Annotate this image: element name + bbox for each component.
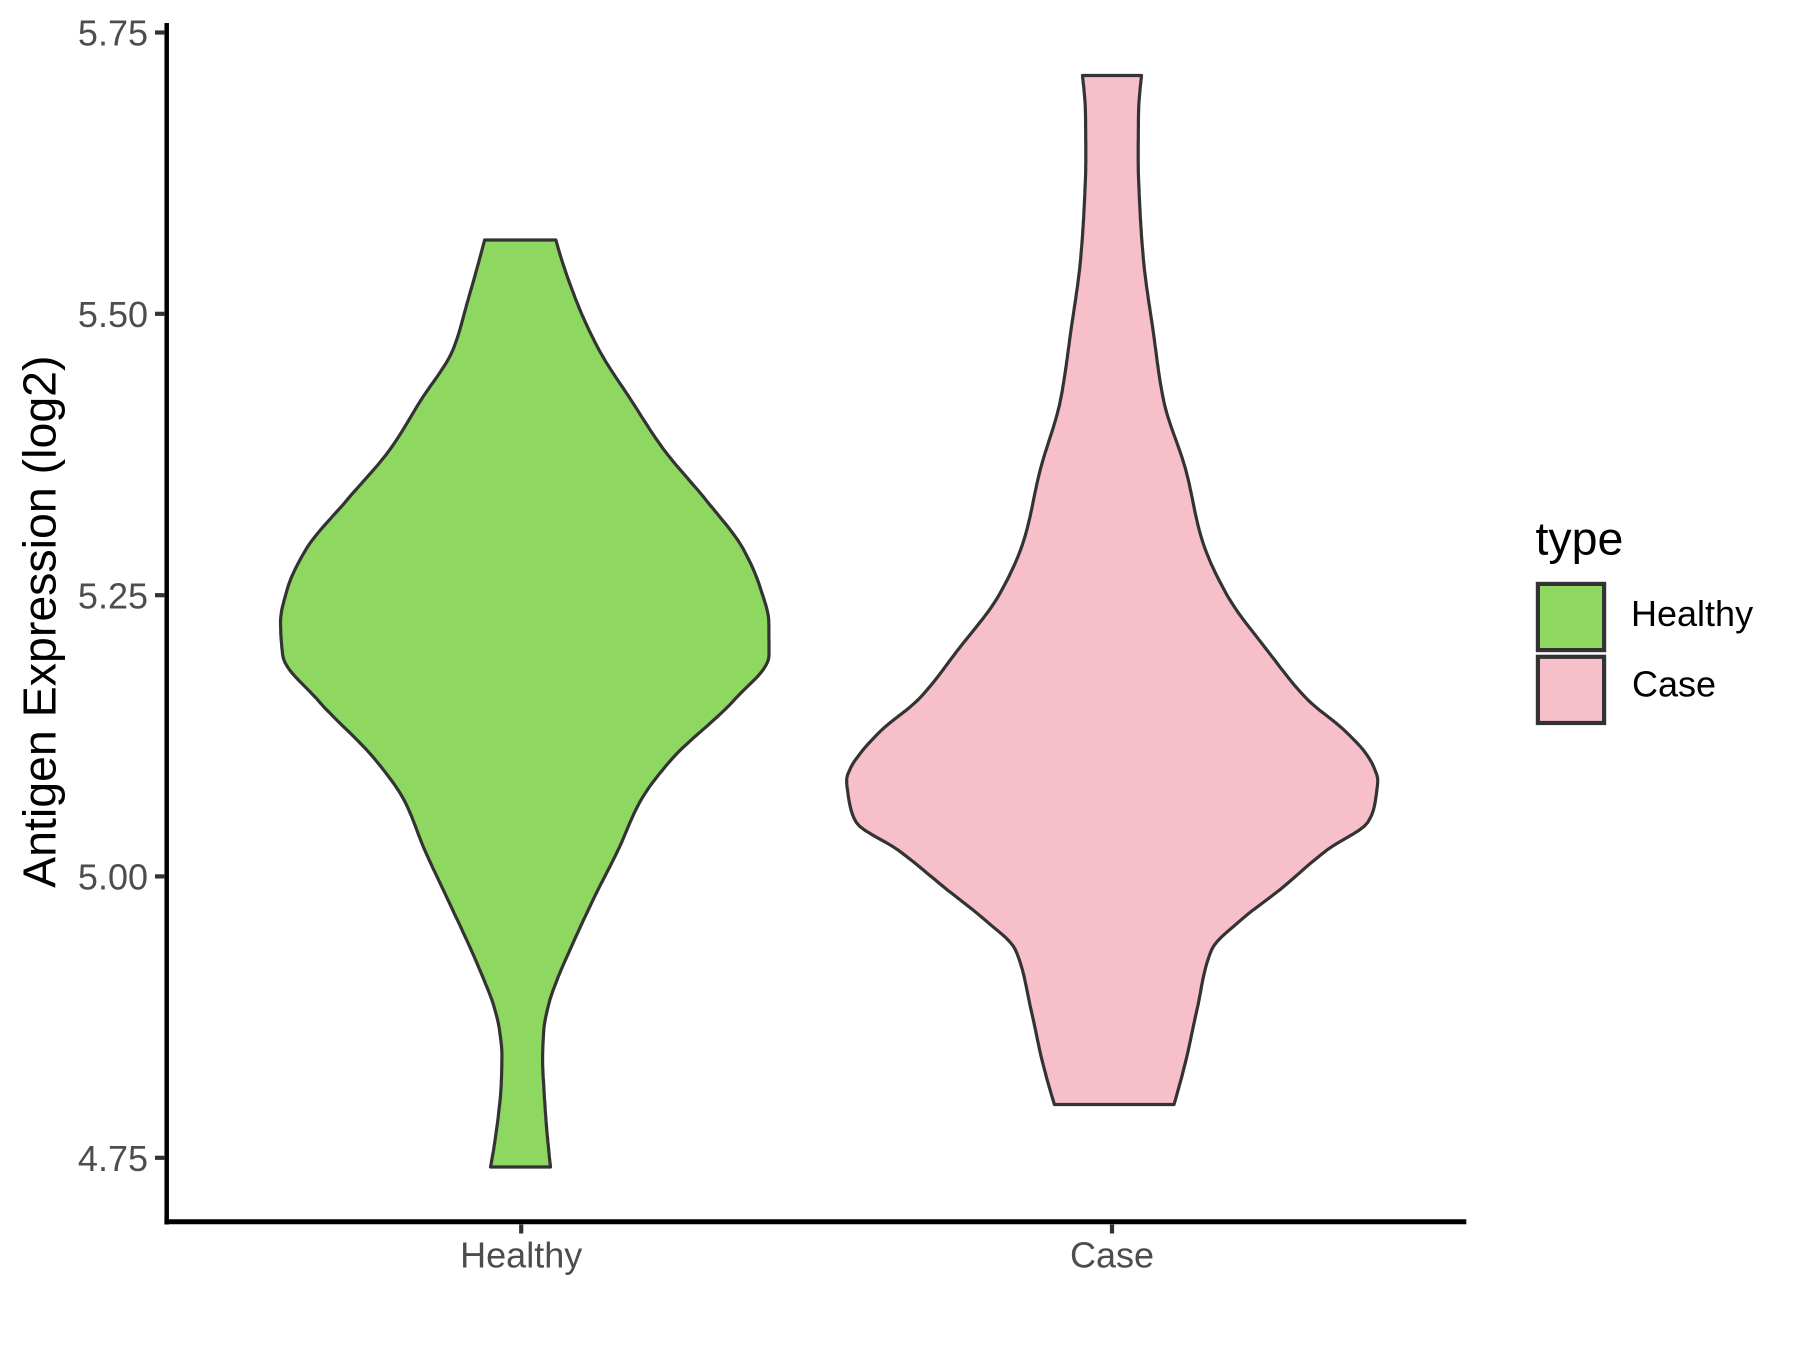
svg-text:Healthy: Healthy: [1631, 593, 1753, 634]
svg-text:5.25: 5.25: [78, 575, 148, 616]
svg-text:Case: Case: [1632, 663, 1716, 704]
svg-text:Healthy: Healthy: [460, 1235, 582, 1276]
svg-text:4.75: 4.75: [78, 1138, 148, 1179]
svg-text:5.00: 5.00: [78, 857, 148, 898]
svg-text:5.75: 5.75: [78, 13, 148, 54]
svg-text:Antigen Expression (log2): Antigen Expression (log2): [14, 355, 66, 887]
svg-text:type: type: [1536, 512, 1624, 564]
svg-text:5.50: 5.50: [78, 294, 148, 335]
svg-text:Case: Case: [1070, 1235, 1154, 1276]
